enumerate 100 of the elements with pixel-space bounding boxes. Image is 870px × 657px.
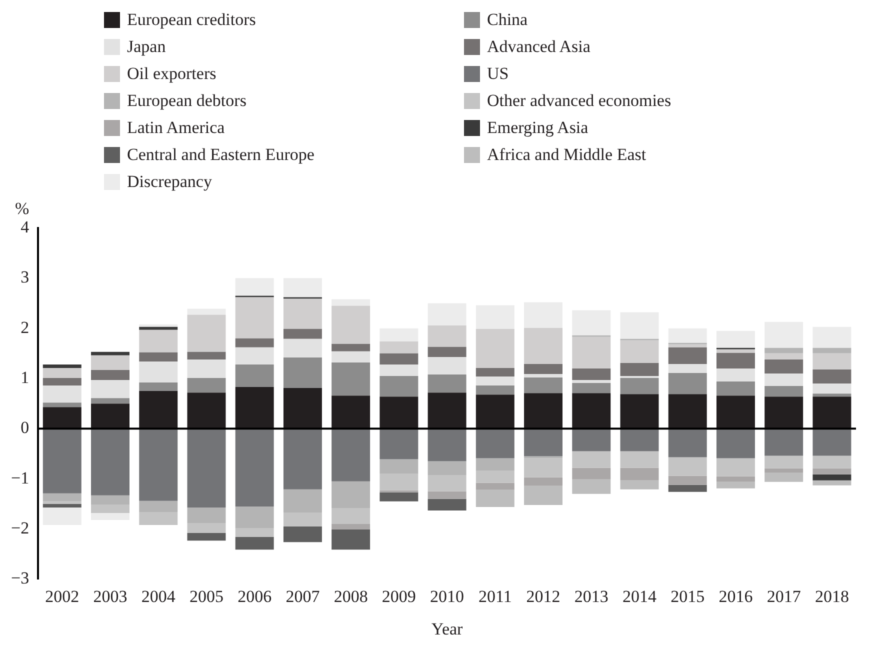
bar: [620, 451, 659, 468]
bar: [283, 428, 322, 490]
y-axis-title: %: [15, 199, 30, 218]
y-tick-label: 3: [20, 268, 30, 287]
bar: [91, 495, 130, 504]
bar: [716, 349, 755, 353]
bar: [764, 348, 804, 354]
legend-label: Discrepancy: [127, 172, 212, 192]
bar: [235, 506, 274, 528]
bar: [235, 537, 274, 550]
x-tick-label: 2016: [718, 586, 753, 606]
bar: [235, 297, 274, 338]
bar: [812, 348, 852, 354]
legend-label: European creditors: [127, 10, 256, 30]
legend-label: Other advanced economies: [487, 91, 672, 111]
bar: [476, 428, 514, 458]
bar: [812, 353, 852, 370]
bar: [380, 428, 418, 460]
bar: [668, 344, 707, 348]
bar: [235, 347, 274, 364]
x-tick-label: 2017: [766, 586, 802, 606]
bar: [332, 351, 370, 362]
bar: [476, 482, 514, 490]
x-tick-label: 2007: [286, 586, 320, 606]
bar: [524, 302, 563, 328]
bar: [764, 373, 804, 386]
y-tick-label: 2: [20, 318, 30, 337]
bar: [764, 386, 804, 397]
bar: [572, 383, 611, 394]
bar: [572, 380, 611, 384]
legend-label: US: [487, 64, 509, 84]
bar: [812, 428, 852, 456]
bar: [812, 468, 852, 474]
bar: [620, 362, 659, 376]
legend-label: China: [487, 10, 528, 30]
x-tick-label: 2008: [334, 586, 368, 606]
bar: [139, 361, 178, 383]
bar: [187, 523, 226, 534]
bar: [42, 386, 82, 403]
x-tick-label: 2018: [814, 586, 849, 606]
bar: [380, 474, 418, 490]
bar: [42, 368, 82, 378]
x-tick-label: 2014: [622, 586, 657, 606]
bar: [283, 278, 322, 298]
bar: [332, 299, 370, 306]
bar: [476, 394, 514, 429]
bar: [283, 512, 322, 527]
bar: [283, 526, 322, 542]
bar: [187, 507, 226, 524]
bar: [91, 512, 130, 520]
bar: [428, 303, 466, 326]
bar: [524, 364, 563, 374]
bar: [139, 500, 178, 512]
bar: [235, 364, 274, 388]
bar: [524, 374, 563, 378]
bar: [91, 355, 130, 370]
bar: [668, 457, 707, 476]
bar: [716, 428, 755, 458]
bar: [668, 394, 707, 429]
x-tick-label: 2010: [430, 586, 464, 606]
bar: [235, 278, 274, 296]
bar: [524, 486, 563, 505]
legend-label: Africa and Middle East: [487, 145, 646, 165]
bar: [476, 305, 514, 329]
bar: [332, 306, 370, 344]
bar: [332, 428, 370, 482]
bar: [716, 458, 755, 476]
bar: [620, 428, 659, 452]
bar: [812, 394, 852, 397]
legend-label: Japan: [127, 37, 166, 57]
bar: [42, 364, 82, 368]
bar: [524, 477, 563, 486]
bar: [620, 480, 659, 490]
bar: [572, 479, 611, 494]
bar: [716, 482, 755, 488]
legend-label: Advanced Asia: [487, 37, 590, 57]
bar: [187, 392, 226, 429]
bar: [187, 428, 226, 508]
bar: [572, 336, 611, 368]
bar: [524, 393, 563, 429]
bar: [42, 501, 82, 504]
bar: [428, 475, 466, 492]
bar: [764, 353, 804, 360]
y-tick-label: −1: [10, 468, 30, 488]
bar: [139, 428, 178, 501]
bar: [764, 396, 804, 429]
bar: [380, 492, 418, 502]
bar: [332, 524, 370, 530]
bar: [42, 407, 82, 429]
bar: [332, 508, 370, 524]
bar: [380, 328, 418, 342]
bar: [428, 498, 466, 510]
bar: [428, 356, 466, 374]
bar: [235, 528, 274, 538]
bar: [91, 504, 130, 513]
bar: [380, 364, 418, 376]
bar: [283, 357, 322, 388]
bar: [42, 378, 82, 386]
bar: [812, 384, 852, 394]
bar: [428, 428, 466, 462]
